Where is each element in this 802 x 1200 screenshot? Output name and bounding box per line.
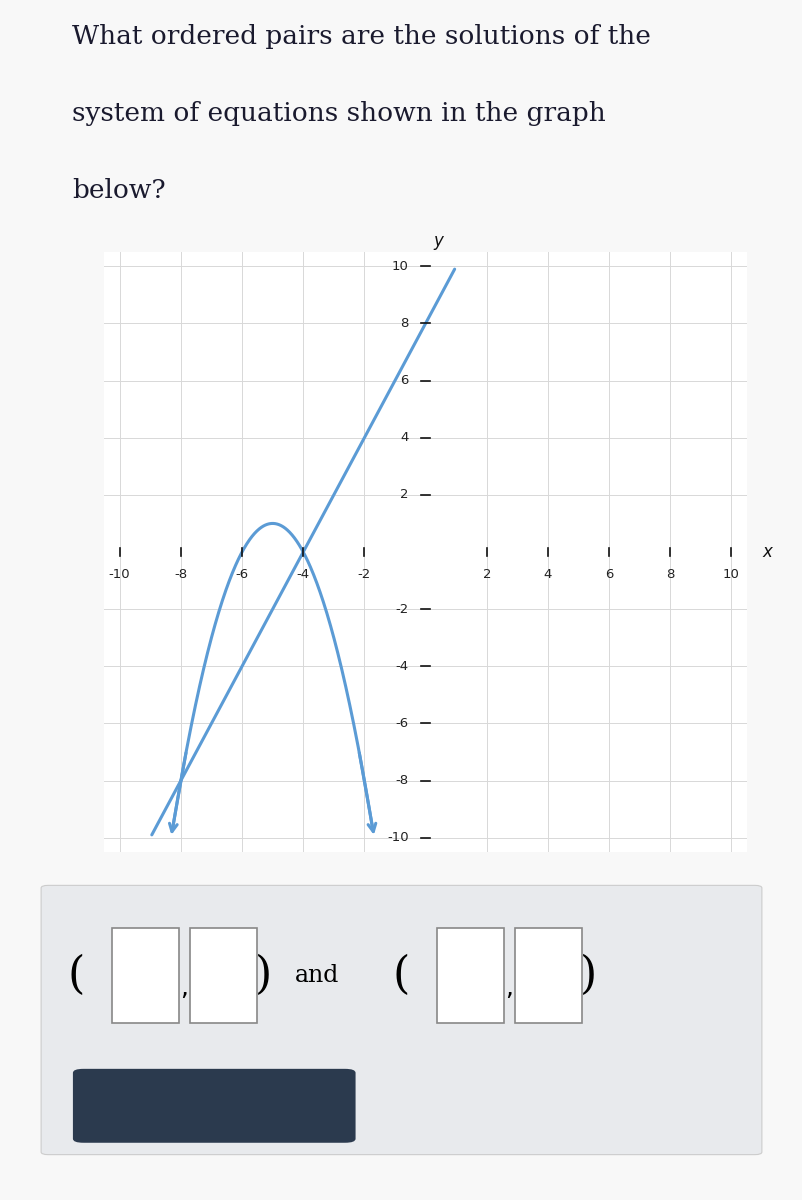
Text: ): ) [255,954,272,997]
Text: 6: 6 [604,568,613,581]
Text: -4: -4 [296,568,310,581]
Text: -2: -2 [395,602,408,616]
Text: 2: 2 [399,488,408,502]
Text: -10: -10 [387,832,408,845]
FancyBboxPatch shape [73,1069,355,1142]
Text: 8: 8 [666,568,674,581]
Text: -2: -2 [358,568,371,581]
Text: 2: 2 [482,568,490,581]
Text: 10: 10 [391,259,408,272]
Text: and: and [294,964,338,986]
Text: x: x [761,542,771,560]
Text: -8: -8 [174,568,187,581]
Text: ): ) [579,954,597,997]
FancyBboxPatch shape [436,928,504,1022]
Text: y: y [433,232,443,250]
Text: 6: 6 [400,374,408,388]
Text: -6: -6 [235,568,249,581]
Text: -8: -8 [395,774,408,787]
Text: What ordered pairs are the solutions of the: What ordered pairs are the solutions of … [72,24,650,49]
Text: 8: 8 [400,317,408,330]
Text: Submit Answer: Submit Answer [137,1097,290,1115]
Text: (: ( [392,954,410,997]
Text: below?: below? [72,178,166,203]
FancyBboxPatch shape [41,886,761,1154]
FancyBboxPatch shape [189,928,257,1022]
Text: -4: -4 [395,660,408,673]
Text: -10: -10 [109,568,131,581]
FancyBboxPatch shape [111,928,179,1022]
Text: ,: , [505,977,513,1001]
Text: (: ( [67,954,85,997]
Text: system of equations shown in the graph: system of equations shown in the graph [72,101,606,126]
Text: ,: , [180,977,188,1001]
Text: -6: -6 [395,716,408,730]
Text: 4: 4 [400,431,408,444]
FancyBboxPatch shape [514,928,581,1022]
Text: 4: 4 [543,568,552,581]
Text: 10: 10 [722,568,739,581]
